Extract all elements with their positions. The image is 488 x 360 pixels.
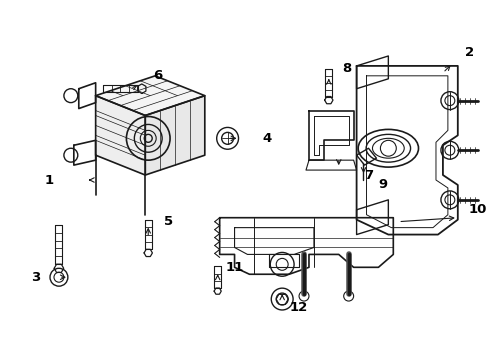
Text: 11: 11 <box>225 261 243 274</box>
Text: 7: 7 <box>363 168 372 181</box>
Text: 1: 1 <box>44 174 54 186</box>
Text: 2: 2 <box>464 46 473 59</box>
Text: 6: 6 <box>153 69 163 82</box>
Text: 9: 9 <box>378 179 387 192</box>
Text: 3: 3 <box>31 271 41 284</box>
Text: 5: 5 <box>163 215 172 228</box>
Text: 4: 4 <box>262 132 271 145</box>
Polygon shape <box>96 76 204 116</box>
Polygon shape <box>145 96 204 175</box>
Polygon shape <box>96 96 145 175</box>
Text: 8: 8 <box>341 62 350 75</box>
Text: 12: 12 <box>289 301 307 314</box>
Text: 10: 10 <box>468 203 486 216</box>
